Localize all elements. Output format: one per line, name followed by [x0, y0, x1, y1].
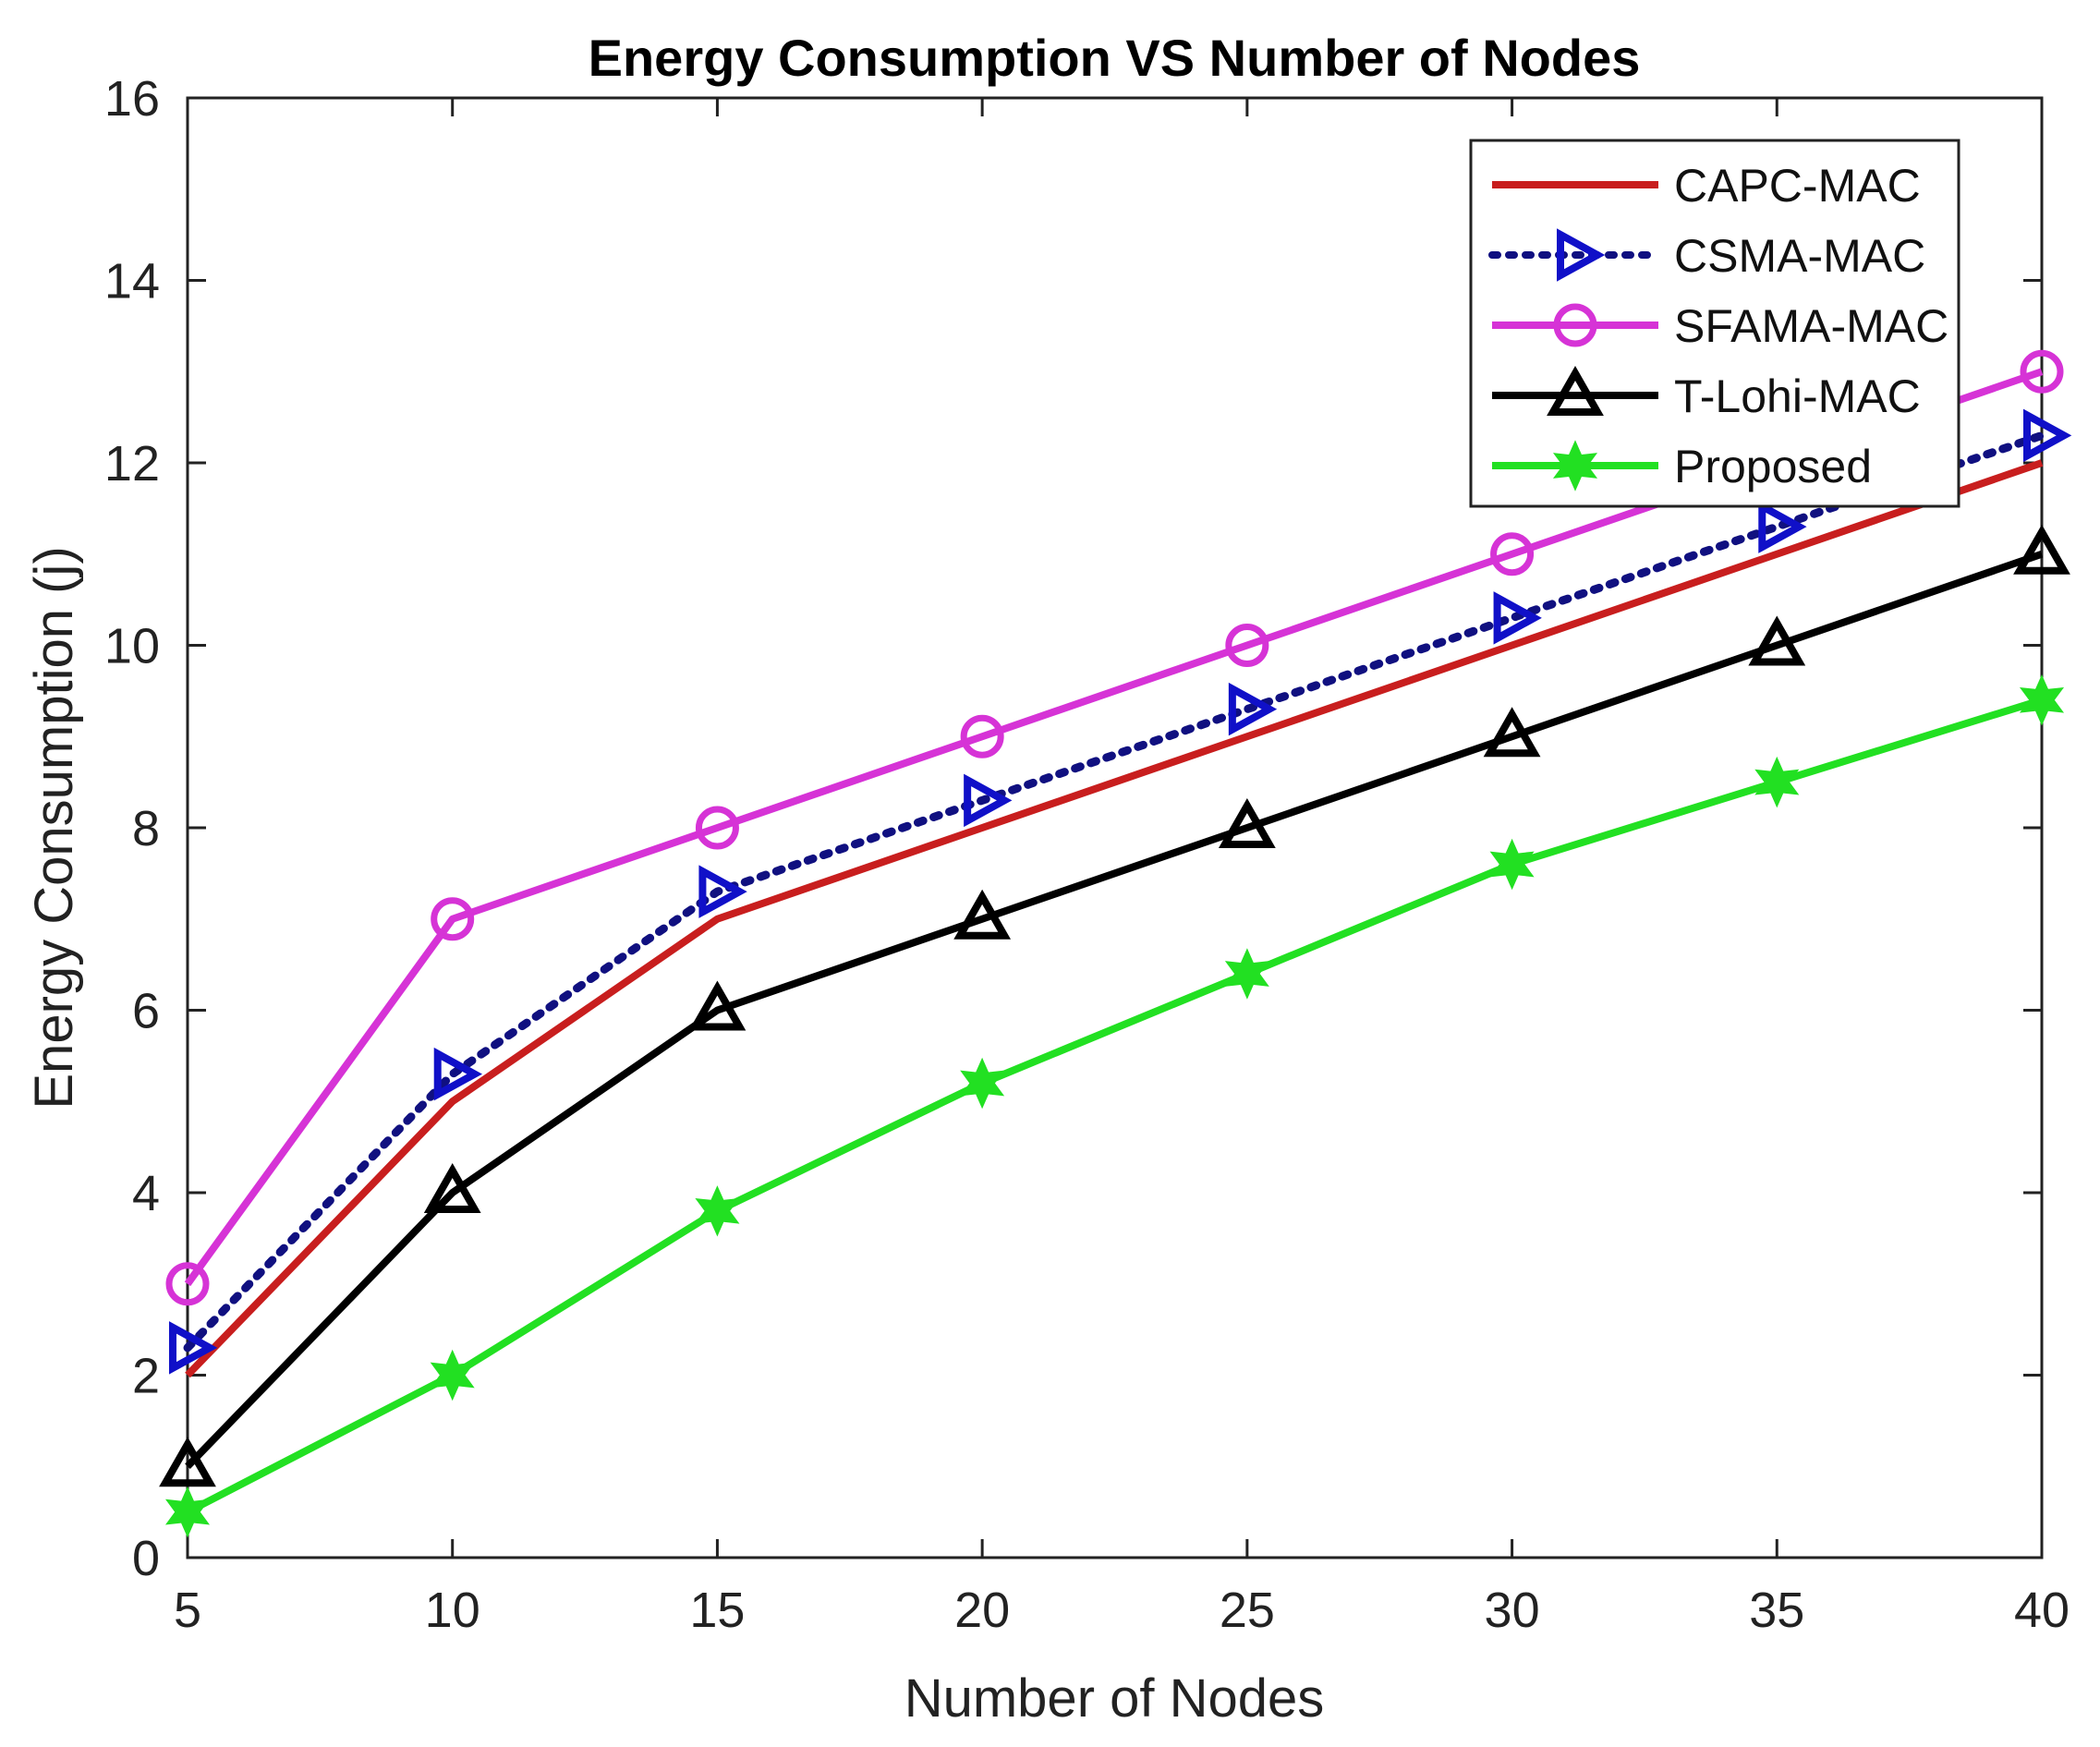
data-point — [1754, 756, 1800, 808]
x-tick-label: 20 — [954, 1583, 1010, 1638]
legend-marker — [1552, 440, 1598, 491]
data-point — [1758, 500, 1807, 553]
data-point — [2020, 349, 2064, 394]
data-point — [431, 897, 475, 941]
x-tick-label: 15 — [689, 1583, 745, 1638]
data-point — [2013, 524, 2070, 575]
series-line — [185, 550, 2044, 1470]
legend-marker — [1557, 228, 1606, 282]
series-line — [183, 431, 2046, 1353]
y-tick-label: 10 — [104, 619, 160, 674]
data-point — [695, 806, 739, 850]
series-line — [185, 459, 2044, 1378]
legend-marker — [1553, 303, 1597, 347]
x-tick-label: 35 — [1749, 1583, 1804, 1638]
y-tick-label: 16 — [104, 71, 160, 127]
data-point — [433, 1047, 483, 1101]
x-tick-label: 40 — [2014, 1583, 2070, 1638]
data-point — [964, 773, 1013, 828]
y-tick-label: 0 — [132, 1531, 160, 1586]
legend-label: Proposed — [1674, 441, 1872, 492]
x-axis-label: Number of Nodes — [904, 1668, 1325, 1729]
data-point — [960, 1057, 1005, 1110]
x-tick-label: 10 — [425, 1583, 480, 1638]
series-line — [186, 696, 2044, 1516]
legend-item: SFAMA-MAC — [1492, 300, 1948, 352]
data-point — [1490, 532, 1535, 576]
legend-item: Proposed — [1492, 440, 1872, 492]
y-tick-label: 12 — [104, 436, 160, 491]
data-point — [1493, 591, 1542, 645]
x-tick-label: 30 — [1485, 1583, 1540, 1638]
data-point — [1228, 682, 1278, 736]
data-point — [159, 1437, 216, 1487]
legend-label: CSMA-MAC — [1674, 230, 1925, 282]
data-point — [1218, 797, 1276, 848]
legend: CAPC-MAC CSMA-MAC SFAMA-MAC T-Lohi-MAC Propo… — [1469, 139, 1960, 508]
y-tick-label: 8 — [132, 801, 160, 856]
data-point — [1489, 838, 1535, 891]
legend-marker — [1547, 365, 1604, 416]
data-point — [164, 1486, 211, 1538]
data-point — [169, 1321, 218, 1375]
series-csma-mac — [169, 408, 2072, 1375]
data-point — [423, 1162, 481, 1213]
data-point — [430, 1349, 475, 1401]
y-axis-label: Energy Consumption (j) — [24, 546, 84, 1109]
legend-label: CAPC-MAC — [1674, 160, 1921, 212]
data-point — [1225, 624, 1269, 667]
legend-item: CAPC-MAC — [1492, 160, 1921, 212]
data-point — [1224, 948, 1269, 1000]
legend-label: T-Lohi-MAC — [1674, 370, 1921, 422]
legend-item: T-Lohi-MAC — [1492, 365, 1921, 422]
data-point — [953, 889, 1012, 940]
data-point — [960, 714, 1004, 758]
x-tick-label: 5 — [174, 1583, 201, 1638]
y-tick-label: 6 — [132, 984, 160, 1039]
y-tick-label: 4 — [132, 1166, 160, 1221]
y-tick-label: 2 — [132, 1349, 160, 1404]
data-point — [695, 1185, 740, 1237]
data-point — [1483, 707, 1541, 758]
chart-title: Energy Consumption VS Number of Nodes — [589, 29, 1641, 87]
data-point — [165, 1262, 210, 1306]
legend-label: SFAMA-MAC — [1674, 300, 1948, 352]
y-tick-label: 14 — [104, 254, 160, 309]
data-point — [688, 980, 747, 1031]
data-point — [2019, 674, 2065, 726]
x-tick-label: 25 — [1220, 1583, 1275, 1638]
series-capc-mac — [185, 459, 2044, 1378]
series-proposed — [164, 674, 2065, 1538]
data-point — [1748, 615, 1806, 666]
data-point — [698, 865, 747, 918]
legend-item: CSMA-MAC — [1488, 228, 1925, 282]
data-point — [2023, 408, 2072, 463]
series-t-lohi-mac — [159, 524, 2070, 1487]
